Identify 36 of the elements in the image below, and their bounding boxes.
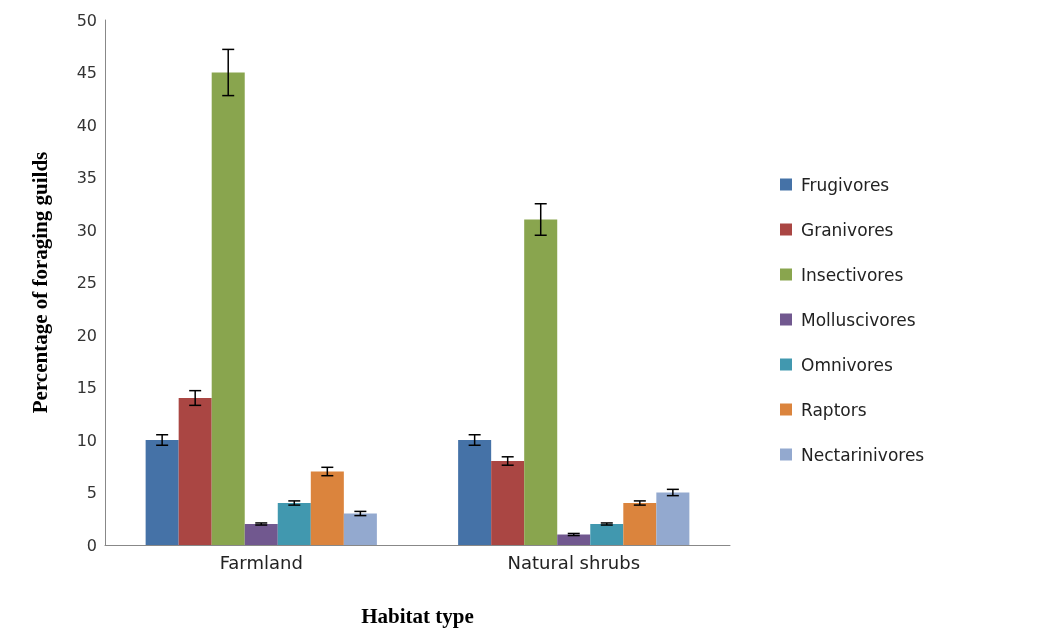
legend-label: Insectivores <box>801 264 904 285</box>
bar <box>656 492 690 545</box>
legend-label: Omnivores <box>801 354 893 375</box>
x-tick-label: Farmland <box>219 551 303 573</box>
y-tick-label: 5 <box>86 483 97 502</box>
bar <box>524 219 558 545</box>
y-tick-label: 15 <box>76 378 97 397</box>
legend-label: Molluscivores <box>801 309 916 330</box>
bar <box>211 72 245 545</box>
legend-label: Granivores <box>801 219 894 240</box>
bar <box>491 461 525 545</box>
bar <box>343 513 377 545</box>
bar <box>590 524 624 545</box>
bar <box>145 440 179 545</box>
y-tick-label: 35 <box>76 168 97 187</box>
bar <box>277 503 311 545</box>
bar <box>244 524 278 545</box>
bar <box>623 503 657 545</box>
bar <box>178 398 212 545</box>
legend-label: Raptors <box>801 399 867 420</box>
y-tick-label: 40 <box>76 115 97 135</box>
y-tick-label: 30 <box>76 220 97 240</box>
x-axis-title: Habitat type <box>361 603 474 628</box>
y-axis-title: Percentage of foraging guilds <box>27 151 52 414</box>
y-tick-label: 10 <box>76 430 97 450</box>
bar <box>557 534 591 545</box>
bar <box>310 471 344 545</box>
x-tick-label: Natural shrubs <box>507 551 641 573</box>
y-tick-label: 45 <box>76 63 97 82</box>
legend-label: Frugivores <box>801 174 890 195</box>
legend-label: Nectarinivores <box>801 444 925 465</box>
y-tick-label: 20 <box>76 325 97 345</box>
bar <box>458 440 492 545</box>
y-tick-label: 0 <box>86 535 97 555</box>
y-tick-label: 25 <box>76 273 97 292</box>
y-tick-label: 50 <box>76 10 97 30</box>
